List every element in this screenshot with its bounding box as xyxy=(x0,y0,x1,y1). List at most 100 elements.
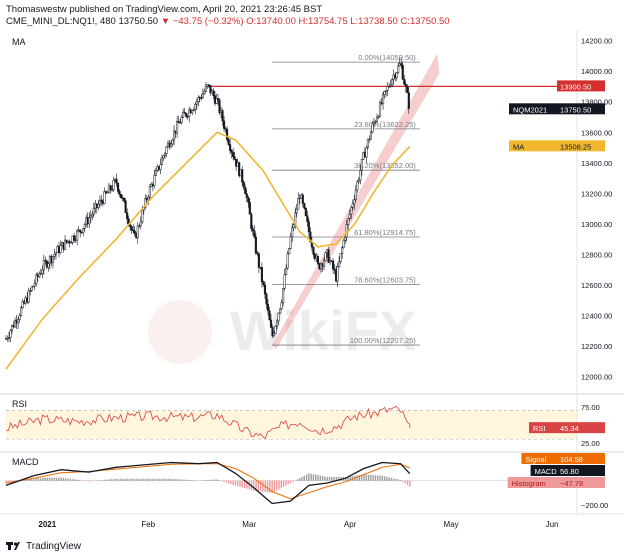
macd-histogram-bar xyxy=(172,478,175,481)
candle-body xyxy=(251,228,254,232)
macd-histogram-bar xyxy=(115,478,117,481)
macd-histogram-bar xyxy=(147,478,149,481)
candle-body xyxy=(229,144,232,151)
candle-body xyxy=(38,273,41,277)
tradingview-brand: TradingView xyxy=(26,540,82,552)
candle-body xyxy=(207,84,210,86)
macd-line xyxy=(5,461,411,505)
candle-body xyxy=(30,286,33,291)
macd-histogram-bar xyxy=(122,478,124,481)
fib-level-label: 61.80%(12914.75) xyxy=(354,228,416,237)
macd-histogram-bar xyxy=(154,478,156,481)
macd-histogram-bar xyxy=(282,480,285,487)
candle-body xyxy=(306,215,309,222)
macd-badge-value: −47.78 xyxy=(560,479,583,488)
candle-body xyxy=(383,91,386,95)
time-axis-label: May xyxy=(444,520,459,529)
rsi-badge xyxy=(557,422,605,434)
candle-body xyxy=(371,123,374,133)
candle-body xyxy=(280,302,283,309)
candle-body xyxy=(366,138,369,148)
macd-histogram-bar xyxy=(170,478,172,481)
macd-histogram-bar xyxy=(161,478,163,481)
candle-body xyxy=(401,64,404,80)
macd-histogram-bar xyxy=(390,477,393,481)
price-badge-tag xyxy=(509,103,557,115)
macd-histogram-bar xyxy=(328,476,331,481)
candle-body xyxy=(39,273,42,275)
macd-histogram-bar xyxy=(120,478,122,481)
fib-level-label: 78.60%(12603.75) xyxy=(354,275,416,284)
candle-body xyxy=(266,303,270,311)
macd-histogram-bar xyxy=(360,474,363,481)
macd-histogram-bar xyxy=(386,476,388,481)
macd-histogram-bar xyxy=(216,479,218,481)
macd-histogram-bar xyxy=(32,478,35,481)
macd-histogram-bar xyxy=(259,480,262,492)
macd-histogram-bar xyxy=(113,478,115,481)
macd-histogram-bar xyxy=(140,478,143,481)
macd-histogram-bar xyxy=(67,478,69,481)
macd-histogram-bar xyxy=(71,479,74,481)
candle-body xyxy=(388,86,391,88)
macd-histogram-bar xyxy=(37,478,39,481)
candle-body xyxy=(304,207,307,217)
macd-histogram-bar xyxy=(395,478,397,481)
macd-histogram-bar xyxy=(257,480,260,492)
macd-histogram-bar xyxy=(177,479,179,481)
macd-histogram-bar xyxy=(138,478,140,481)
macd-histogram-bar xyxy=(356,475,358,481)
candle-body xyxy=(262,281,265,286)
candle-body xyxy=(153,175,156,186)
candle-body xyxy=(288,248,291,255)
candle-body xyxy=(301,194,304,204)
macd-histogram-bar xyxy=(136,478,138,481)
macd-histogram-bar xyxy=(324,476,326,481)
macd-histogram-bar xyxy=(285,480,287,486)
candle-body xyxy=(274,325,277,334)
macd-histogram-bar xyxy=(87,480,90,482)
macd-histogram-bar xyxy=(363,474,365,481)
macd-histogram-bar xyxy=(367,474,370,481)
candle-body xyxy=(204,85,207,92)
candle-body xyxy=(257,253,260,268)
candle-body xyxy=(141,209,144,223)
macd-histogram-bar xyxy=(225,480,227,483)
candle-body xyxy=(377,115,380,118)
macd-histogram-bar xyxy=(78,479,81,481)
candle-body xyxy=(64,239,67,250)
candle-body xyxy=(132,229,135,232)
candle-body xyxy=(154,170,157,176)
macd-histogram-bar xyxy=(53,477,55,481)
candle-body xyxy=(120,193,123,199)
time-axis-label: Mar xyxy=(242,520,256,529)
rsi-tick-label: 25.00 xyxy=(581,439,600,448)
candle-body xyxy=(374,121,377,123)
symbol-line: CME_MINI_DL:NQ1!, 480 13750.50 ▼ −43.75 … xyxy=(6,16,450,27)
price-tick-label: 14200.00 xyxy=(581,37,612,46)
macd-histogram-bar xyxy=(5,480,7,484)
macd-histogram-bar xyxy=(326,476,328,481)
candle-body xyxy=(347,218,350,225)
symbol-name: CME_MINI_DL:NQ1!, 480 xyxy=(6,16,116,27)
candle-body xyxy=(27,290,30,303)
candle-body xyxy=(139,221,142,226)
candle-body xyxy=(53,254,56,257)
candle-body xyxy=(47,263,50,268)
macd-histogram-bar xyxy=(239,480,241,487)
candle-body xyxy=(230,150,233,153)
candle-body xyxy=(407,92,410,109)
candle-body xyxy=(194,103,197,110)
macd-histogram-bar xyxy=(30,478,32,481)
macd-histogram-bar xyxy=(55,477,58,481)
macd-histogram-bar xyxy=(393,478,395,481)
rsi-badge-name: RSI xyxy=(533,424,546,433)
macd-histogram-bar xyxy=(42,477,44,481)
macd-histogram-bar xyxy=(372,475,374,481)
macd-histogram-bar xyxy=(351,476,354,481)
macd-histogram-bar xyxy=(232,480,234,485)
price-tick-label: 13800.00 xyxy=(581,98,612,107)
candle-body xyxy=(360,158,363,171)
candle-body xyxy=(386,86,389,91)
macd-histogram-bar xyxy=(39,478,42,481)
